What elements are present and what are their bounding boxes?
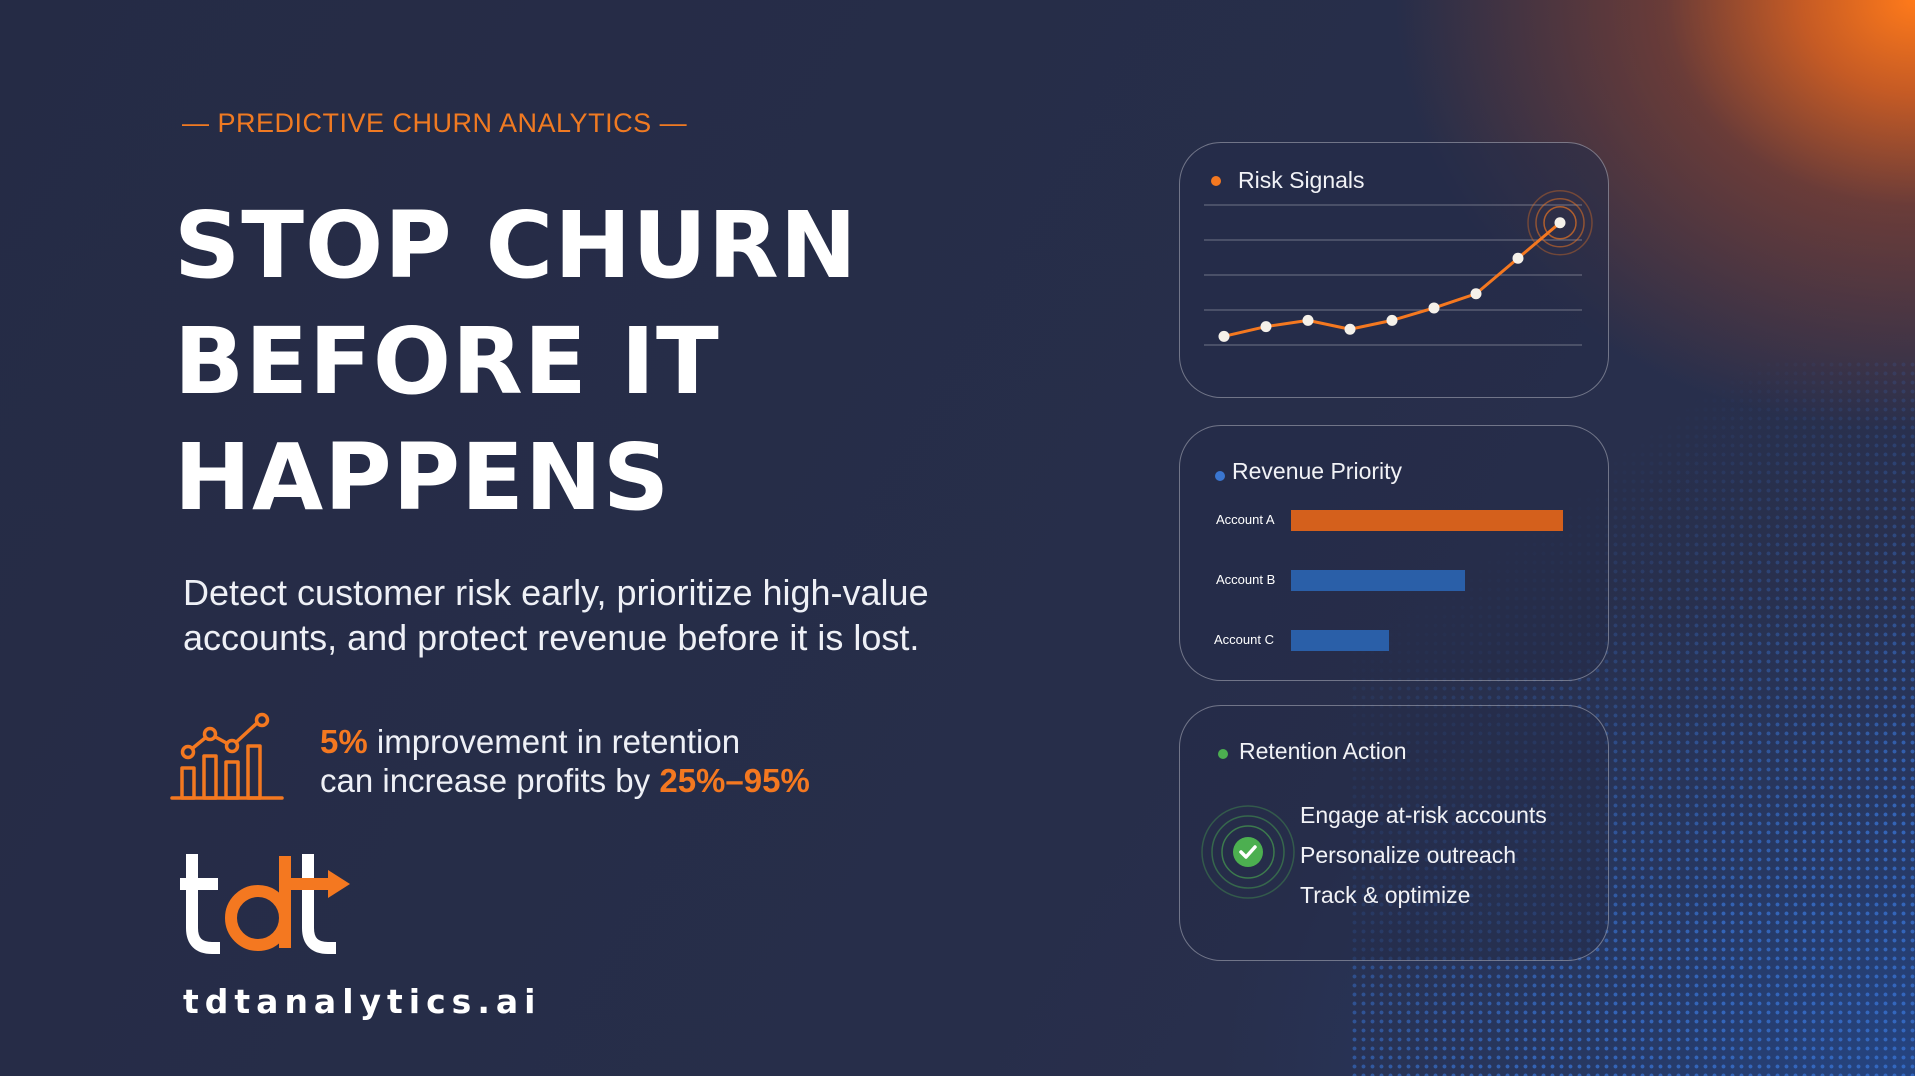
risk-data-point bbox=[1470, 288, 1482, 300]
revenue-dot-icon bbox=[1215, 471, 1225, 481]
action-item-engage: Engage at-risk accounts bbox=[1300, 802, 1547, 828]
bar-chart-trend-icon bbox=[170, 712, 284, 800]
retention-action-title: Retention Action bbox=[1239, 738, 1407, 764]
subtext-line-2: accounts, and protect revenue before it … bbox=[183, 617, 920, 658]
action-item-track: Track & optimize bbox=[1300, 882, 1471, 908]
risk-pulse-ring bbox=[1543, 206, 1577, 240]
risk-signals-chart bbox=[1204, 190, 1593, 346]
revenue-bar-label: Account C bbox=[1214, 632, 1274, 647]
risk-pulse-ring bbox=[1535, 198, 1585, 248]
subtext-line-1: Detect customer risk early, prioritize h… bbox=[183, 572, 929, 613]
stat-highlight-range: 25%–95% bbox=[659, 762, 810, 799]
retention-dot-icon bbox=[1218, 749, 1228, 759]
headline: STOP CHURN BEFORE IT HAPPENS bbox=[174, 188, 1074, 536]
risk-data-point bbox=[1218, 330, 1230, 342]
risk-signals-title: Risk Signals bbox=[1238, 167, 1365, 193]
stat-text-2: can increase profits by bbox=[320, 762, 660, 799]
risk-data-point bbox=[1302, 314, 1314, 326]
risk-data-point bbox=[1554, 217, 1566, 229]
stat-text-1: improvement in retention bbox=[367, 723, 741, 760]
subtext: Detect customer risk early, prioritize h… bbox=[183, 570, 1083, 660]
stat-highlight-5pct: 5% bbox=[320, 723, 368, 760]
revenue-bar bbox=[1291, 630, 1389, 651]
revenue-priority-title: Revenue Priority bbox=[1232, 458, 1403, 484]
risk-data-point bbox=[1512, 252, 1524, 264]
risk-data-point bbox=[1386, 314, 1398, 326]
revenue-bar bbox=[1291, 570, 1466, 591]
revenue-bar-label: Account A bbox=[1216, 512, 1275, 527]
risk-data-point bbox=[1260, 321, 1272, 333]
revenue-bar bbox=[1291, 510, 1563, 531]
risk-dot-icon bbox=[1211, 176, 1221, 186]
retention-stat: 5% improvement in retention can increase… bbox=[320, 722, 810, 800]
check-circle-icon bbox=[1201, 805, 1295, 899]
headline-line-2: BEFORE IT bbox=[174, 308, 720, 415]
risk-signals-card: Risk Signals bbox=[1179, 142, 1609, 398]
retention-action-card: Retention Action Engage at-risk accounts… bbox=[1179, 705, 1609, 961]
action-item-personalize: Personalize outreach bbox=[1300, 842, 1517, 868]
website-url[interactable]: tdtanalytics.ai bbox=[183, 982, 542, 1021]
risk-pulse-ring bbox=[1527, 190, 1593, 256]
revenue-bar-label: Account B bbox=[1216, 572, 1276, 587]
revenue-priority-card: Revenue Priority Account A Account B Accou… bbox=[1179, 425, 1609, 681]
headline-line-3: HAPPENS bbox=[174, 424, 671, 531]
tdt-logo bbox=[180, 854, 350, 954]
risk-data-point bbox=[1344, 323, 1356, 335]
eyebrow-label: — PREDICTIVE CHURN ANALYTICS — bbox=[182, 108, 688, 138]
headline-line-1: STOP CHURN bbox=[174, 192, 858, 299]
risk-data-point bbox=[1428, 302, 1440, 314]
